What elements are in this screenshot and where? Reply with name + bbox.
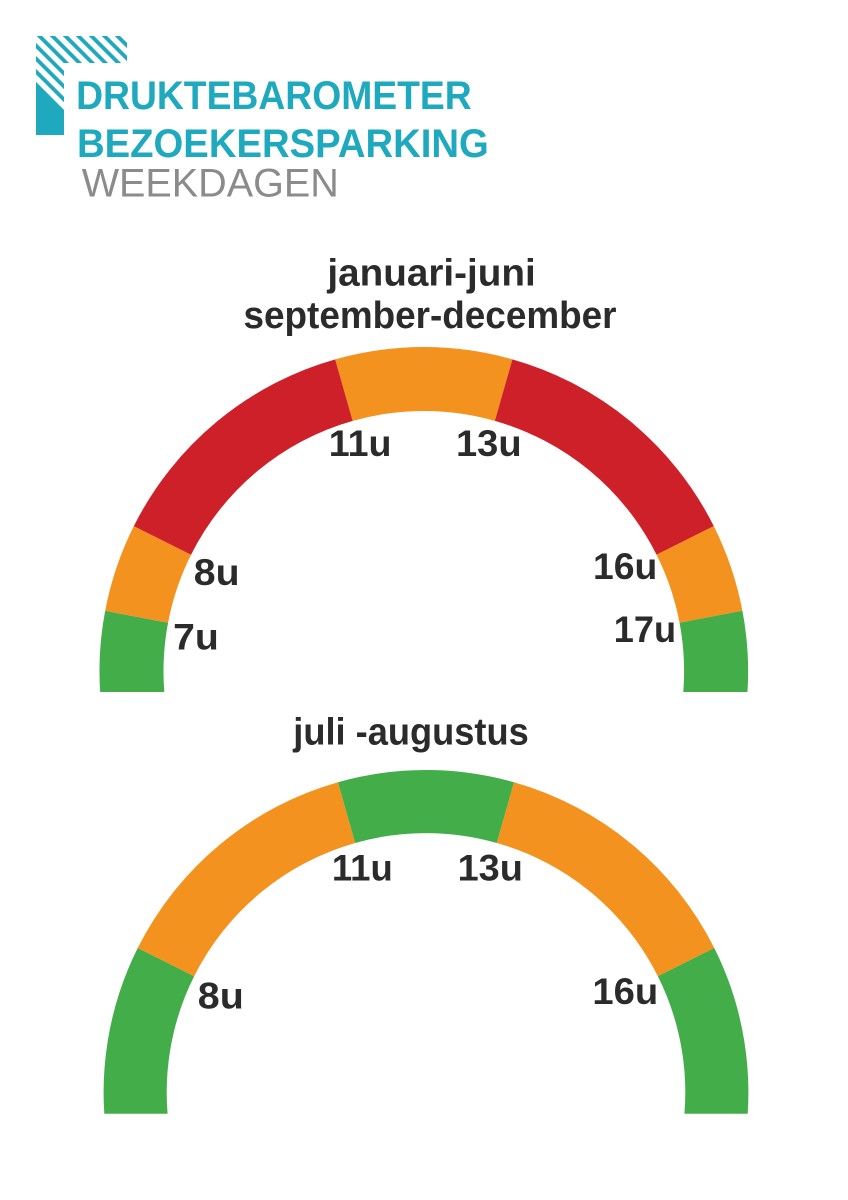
svg-text:8u: 8u (194, 552, 240, 593)
svg-text:16u: 16u (593, 546, 657, 587)
svg-text:16u: 16u (592, 971, 658, 1012)
svg-text:juli -augustus: juli -augustus (292, 712, 528, 754)
svg-text:DRUKTEBAROMETER: DRUKTEBAROMETER (76, 74, 472, 118)
svg-text:11u: 11u (332, 848, 393, 889)
svg-text:BEZOEKERSPARKING: BEZOEKERSPARKING (77, 122, 489, 166)
svg-text:11u: 11u (329, 423, 392, 464)
svg-text:WEEKDAGEN: WEEKDAGEN (82, 162, 339, 206)
svg-text:8u: 8u (198, 975, 244, 1016)
svg-text:13u: 13u (456, 423, 522, 464)
svg-text:januari-juni: januari-juni (326, 253, 535, 295)
svg-text:17u: 17u (614, 609, 676, 650)
svg-text:september-december: september-december (244, 295, 617, 337)
svg-text:13u: 13u (458, 848, 523, 889)
svg-text:7u: 7u (173, 617, 219, 658)
